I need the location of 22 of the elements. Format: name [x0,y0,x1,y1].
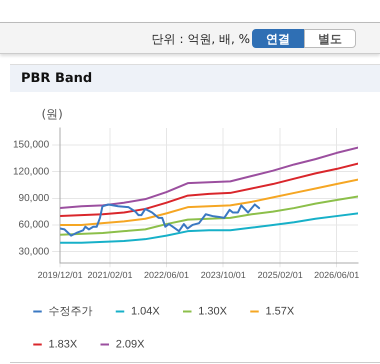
y-axis-title: (원) [41,107,63,122]
x-tick-label: 2026/06/01 [314,270,360,280]
x-tick-label: 2022/06/01 [144,270,190,280]
legend-label: 1.04X [131,306,160,318]
x-tick-label: 2021/02/01 [87,270,133,280]
legend-label: 2.09X [116,338,146,351]
legend-label: 1.30X [198,306,228,318]
text: 별도 [304,29,356,48]
x-tick-label: 2023/10/01 [200,270,246,280]
text: 연결 [252,29,304,48]
y-tick-label: 90,000 [18,193,50,204]
legend-label: 1.83X [48,338,78,351]
y-tick-label: 150,000 [12,140,50,151]
x-tick-label: 2019/12/01 [38,270,83,280]
y-tick-label: 120,000 [12,166,50,178]
y-tick-label: 30,000 [18,246,50,258]
x-tick-label: 2025/02/01 [258,270,303,280]
chart-title: PBR Band [10,64,380,92]
y-tick-label: 60,000 [18,220,50,231]
legend-label: 1.57X [265,306,295,318]
text: 단위 : 억원, 배, % [152,31,250,48]
legend-label: 수정주가 [48,306,92,318]
